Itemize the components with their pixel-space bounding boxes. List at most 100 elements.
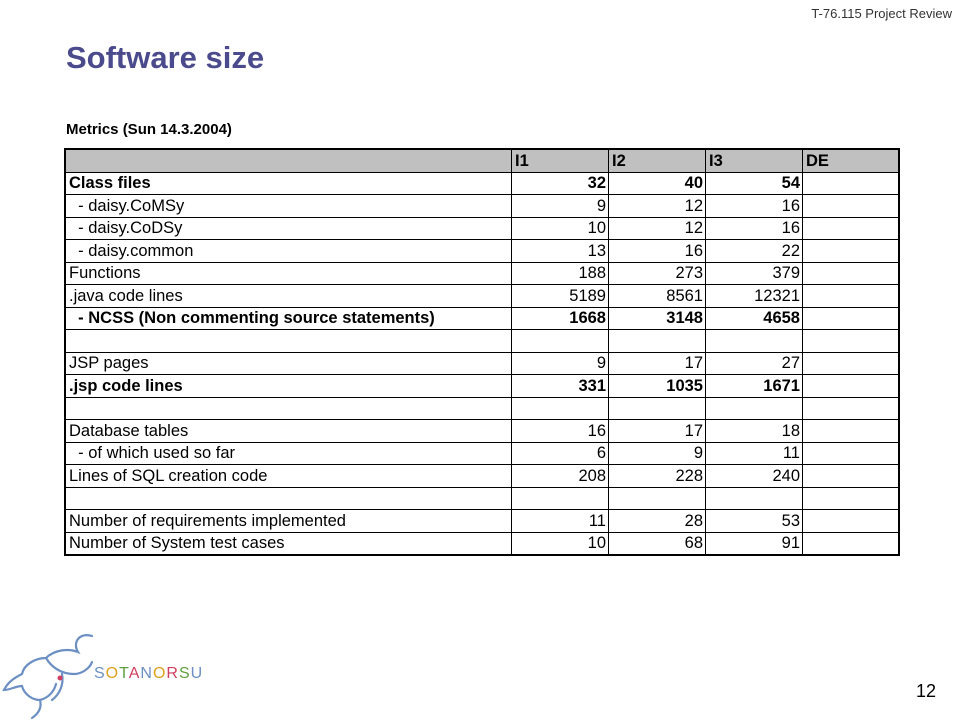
cell-i1: 5189 xyxy=(511,284,609,308)
cell-i2: 40 xyxy=(608,171,706,195)
cell-i1: 331 xyxy=(511,374,609,398)
cell-i2: 12 xyxy=(608,216,706,240)
logo-letter-s: S xyxy=(94,665,106,682)
table-row: .jsp code lines 331 1035 1671 xyxy=(64,374,900,398)
cell-i2 xyxy=(608,486,706,510)
cell-de xyxy=(802,464,900,488)
cell-i1 xyxy=(511,396,609,420)
cell-i3: 16 xyxy=(705,216,803,240)
header-note: T-76.115 Project Review xyxy=(811,6,952,21)
logo-letter-t: T xyxy=(119,665,129,682)
cell-i3: 12321 xyxy=(705,284,803,308)
cell-i2: 16 xyxy=(608,239,706,263)
cell-i3: 379 xyxy=(705,261,803,285)
row-label: Number of System test cases xyxy=(64,531,512,556)
page-number: 12 xyxy=(915,681,936,701)
table-row: - NCSS (Non commenting source statements… xyxy=(64,306,900,330)
logo-wordmark: SOTANORSU xyxy=(94,665,203,682)
row-label: - NCSS (Non commenting source statements… xyxy=(64,306,512,330)
cell-i2: 17 xyxy=(608,419,706,443)
cell-de xyxy=(802,216,900,240)
sotanorsu-logo: SOTANORSU xyxy=(2,634,203,720)
cell-de xyxy=(802,261,900,285)
elephant-eye-icon xyxy=(57,675,63,681)
table-row xyxy=(64,329,900,353)
metrics-subtitle: Metrics (Sun 14.3.2004) xyxy=(66,121,232,138)
row-label: .java code lines xyxy=(64,284,512,308)
cell-i3: 53 xyxy=(705,509,803,533)
cell-i1: 32 xyxy=(511,171,609,195)
cell-de xyxy=(802,171,900,195)
cell-i2: 3148 xyxy=(608,306,706,330)
cell-i1: 10 xyxy=(511,216,609,240)
table-row: - daisy.common 13 16 22 xyxy=(64,239,900,263)
column-header-de: DE xyxy=(802,148,900,173)
row-label: Number of requirements implemented xyxy=(64,509,512,533)
cell-i2: 17 xyxy=(608,351,706,375)
cell-i1: 6 xyxy=(511,441,609,465)
cell-i3 xyxy=(705,396,803,420)
slide-title: Software size xyxy=(66,40,265,75)
cell-de xyxy=(802,329,900,353)
cell-i1: 13 xyxy=(511,239,609,263)
cell-i3: 91 xyxy=(705,531,803,556)
cell-i3: 1671 xyxy=(705,374,803,398)
column-header-i1: I1 xyxy=(511,148,609,173)
cell-i1: 1668 xyxy=(511,306,609,330)
table-row: JSP pages 9 17 27 xyxy=(64,351,900,375)
cell-de xyxy=(802,441,900,465)
logo-letter-u: U xyxy=(191,665,204,682)
cell-i1: 16 xyxy=(511,419,609,443)
cell-i3: 54 xyxy=(705,171,803,195)
cell-i2 xyxy=(608,329,706,353)
table-row: - daisy.CoDSy 10 12 16 xyxy=(64,216,900,240)
logo-letter-a: A xyxy=(129,665,141,682)
elephant-logo-icon xyxy=(2,634,94,720)
cell-i3: 4658 xyxy=(705,306,803,330)
row-label xyxy=(64,486,512,510)
logo-letter-s2: S xyxy=(179,665,191,682)
table-row: Database tables 16 17 18 xyxy=(64,419,900,443)
cell-de xyxy=(802,306,900,330)
row-label: .jsp code lines xyxy=(64,374,512,398)
cell-i1: 9 xyxy=(511,351,609,375)
row-label xyxy=(64,329,512,353)
logo-letter-o2: O xyxy=(153,665,166,682)
table-row: Class files 32 40 54 xyxy=(64,171,900,195)
cell-i1: 11 xyxy=(511,509,609,533)
table-row xyxy=(64,396,900,420)
cell-i2: 68 xyxy=(608,531,706,556)
row-label: Class files xyxy=(64,171,512,195)
cell-de xyxy=(802,419,900,443)
logo-letter-r: R xyxy=(166,665,179,682)
table-row: - daisy.CoMSy 9 12 16 xyxy=(64,194,900,218)
row-label xyxy=(64,396,512,420)
cell-i2: 12 xyxy=(608,194,706,218)
table-row: - of which used so far 6 9 11 xyxy=(64,441,900,465)
row-label: Functions xyxy=(64,261,512,285)
cell-i2: 228 xyxy=(608,464,706,488)
cell-i3: 22 xyxy=(705,239,803,263)
cell-i2 xyxy=(608,396,706,420)
cell-i1: 208 xyxy=(511,464,609,488)
metrics-table: I1 I2 I3 DE Class files 32 40 54 - daisy.Co… xyxy=(64,148,900,556)
cell-i2: 28 xyxy=(608,509,706,533)
cell-de xyxy=(802,284,900,308)
column-header-i3: I3 xyxy=(705,148,803,173)
row-label: - daisy.CoMSy xyxy=(64,194,512,218)
table-row: Functions 188 273 379 xyxy=(64,261,900,285)
cell-i2: 1035 xyxy=(608,374,706,398)
row-label: - of which used so far xyxy=(64,441,512,465)
column-header-i2: I2 xyxy=(608,148,706,173)
cell-i3: 240 xyxy=(705,464,803,488)
cell-i1: 188 xyxy=(511,261,609,285)
cell-i1 xyxy=(511,329,609,353)
cell-de xyxy=(802,509,900,533)
cell-i3 xyxy=(705,329,803,353)
table-row: Number of requirements implemented 11 28 53 xyxy=(64,509,900,533)
table-row xyxy=(64,486,900,510)
cell-i1: 9 xyxy=(511,194,609,218)
cell-i2: 273 xyxy=(608,261,706,285)
logo-letter-n: N xyxy=(140,665,153,682)
cell-i3 xyxy=(705,486,803,510)
